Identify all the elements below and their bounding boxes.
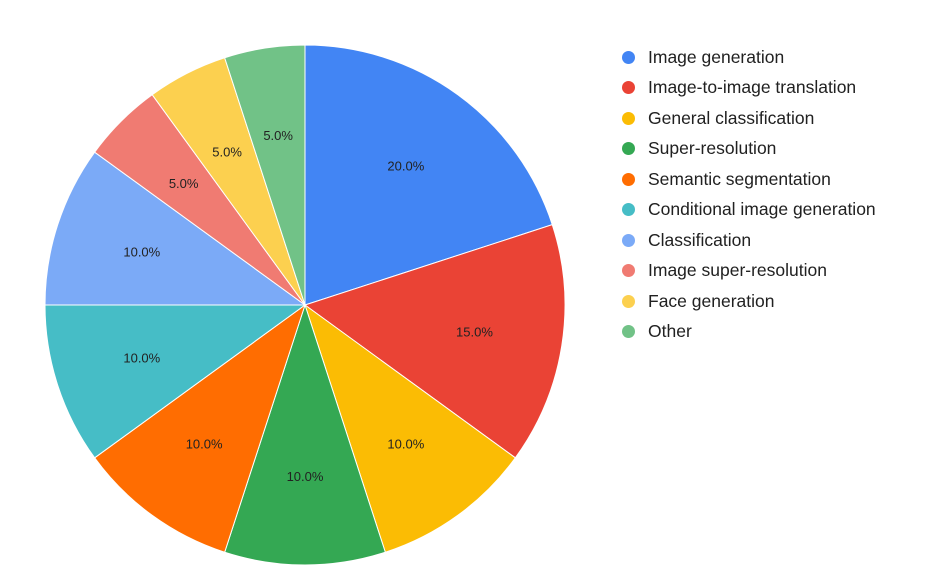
pie-label-classification: 10.0% bbox=[123, 244, 160, 259]
legend-swatch bbox=[622, 325, 635, 339]
pie-slice-super-resolution bbox=[224, 303, 386, 566]
pie-label-semantic-segmentation: 10.0% bbox=[186, 436, 223, 451]
legend-label: Semantic segmentation bbox=[648, 168, 831, 189]
pie-slice-classification bbox=[44, 151, 307, 306]
legend-swatch bbox=[622, 172, 635, 186]
legend-item-other: Other bbox=[622, 317, 876, 348]
legend-item-super-resolution: Super-resolution bbox=[622, 134, 876, 165]
legend-label: General classification bbox=[648, 107, 815, 128]
legend-swatch bbox=[622, 294, 635, 308]
legend-item-semantic-segmentation: Semantic segmentation bbox=[622, 164, 876, 195]
pie-label-conditional-image-generation: 10.0% bbox=[123, 351, 160, 366]
legend-label: Face generation bbox=[648, 290, 775, 311]
pie-label-other: 5.0% bbox=[263, 128, 293, 143]
legend-item-general-classification: General classification bbox=[622, 103, 876, 134]
pie-slice-image-to-image-translation bbox=[303, 224, 566, 459]
pie-label-super-resolution: 10.0% bbox=[287, 469, 324, 484]
legend-label: Conditional image generation bbox=[648, 199, 876, 220]
legend-swatch bbox=[622, 264, 635, 278]
legend-swatch bbox=[622, 111, 635, 125]
legend-swatch bbox=[622, 50, 635, 64]
legend-swatch bbox=[622, 81, 635, 95]
pie-label-general-classification: 10.0% bbox=[387, 436, 424, 451]
pie-label-image-super-resolution: 5.0% bbox=[169, 176, 199, 191]
pie-slice-image-generation bbox=[304, 44, 553, 306]
legend-item-image-to-image-translation: Image-to-image translation bbox=[622, 73, 876, 104]
legend-item-face-generation: Face generation bbox=[622, 286, 876, 317]
legend-swatch bbox=[622, 203, 635, 217]
legend-label: Image generation bbox=[648, 46, 785, 67]
legend-item-image-generation: Image generation bbox=[622, 42, 876, 73]
legend: Image generation Image-to-image translati… bbox=[622, 42, 876, 347]
pie-label-image-generation: 20.0% bbox=[387, 159, 424, 174]
pie-label-image-to-image-translation: 15.0% bbox=[456, 324, 493, 339]
legend-label: Image-to-image translation bbox=[648, 77, 857, 98]
pie-slice-general-classification bbox=[304, 303, 517, 553]
legend-label: Image super-resolution bbox=[648, 260, 827, 281]
pie-slice-other bbox=[224, 44, 306, 306]
legend-item-image-super-resolution: Image super-resolution bbox=[622, 256, 876, 287]
legend-swatch bbox=[622, 142, 635, 156]
legend-label: Classification bbox=[648, 229, 752, 250]
legend-item-conditional-image-generation: Conditional image generation bbox=[622, 195, 876, 226]
pie-slice-conditional-image-generation bbox=[44, 304, 307, 459]
legend-item-classification: Classification bbox=[622, 225, 876, 256]
legend-swatch bbox=[622, 233, 635, 247]
pie-slice-semantic-segmentation bbox=[93, 303, 306, 553]
pie-label-face-generation: 5.0% bbox=[212, 145, 242, 160]
legend-label: Super-resolution bbox=[648, 138, 777, 159]
pie-data-labels: 20.0% 15.0% 10.0% 10.0% 10.0% 10.0% 10.0% 5.0% 5… bbox=[123, 128, 493, 484]
pie-slices bbox=[44, 44, 566, 566]
legend-label: Other bbox=[648, 321, 692, 342]
